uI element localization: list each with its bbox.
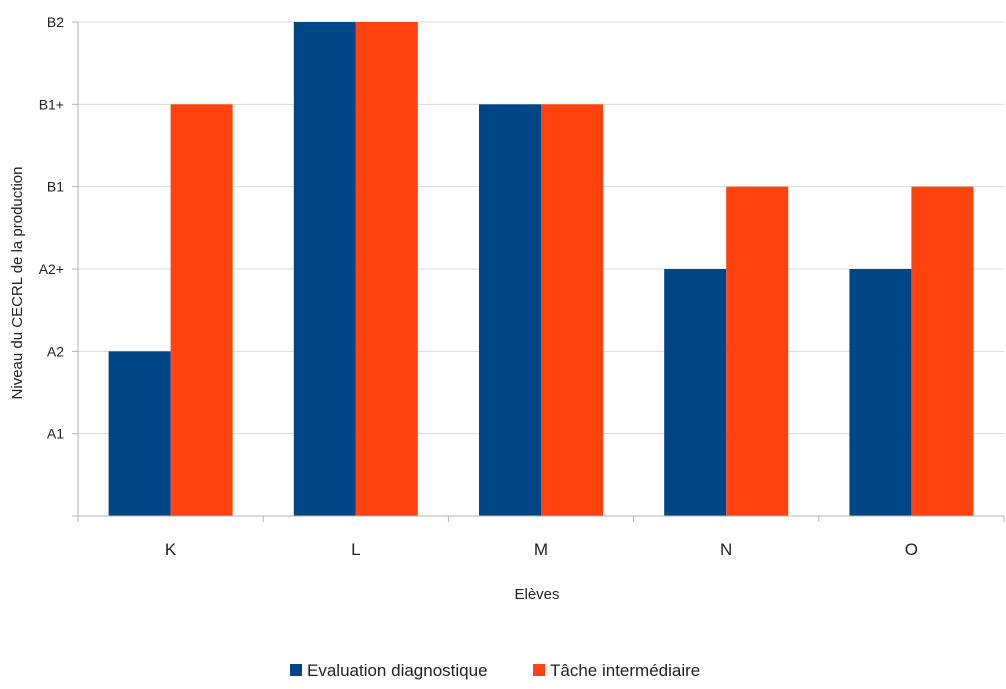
bar-N-series-2 (726, 186, 789, 516)
legend-label-evaluation-diagnostique: Evaluation diagnostique (307, 661, 488, 680)
bars (108, 22, 974, 516)
legend-swatch-tache-intermediaire (533, 664, 545, 676)
legend: Evaluation diagnostique Tâche intermédia… (290, 661, 700, 680)
bar-N-series-1 (664, 269, 727, 516)
bar-M-series-1 (479, 104, 541, 516)
y-tick-label: B1+ (39, 96, 64, 112)
x-tick-label: M (534, 540, 548, 559)
bar-O-series-1 (849, 269, 912, 516)
bar-O-series-2 (911, 186, 974, 516)
x-tick-label: L (351, 540, 360, 559)
y-tick-label: B2 (47, 14, 64, 30)
y-tick-label: A2+ (39, 261, 64, 277)
y-tick-label: A2 (47, 343, 64, 359)
x-tick-label: N (720, 540, 732, 559)
legend-label-tache-intermediaire: Tâche intermédiaire (550, 661, 700, 680)
y-axis-title: Niveau du CECRL de la production (9, 167, 26, 400)
bar-L-series-2 (355, 22, 418, 516)
x-tick-label: O (905, 540, 918, 559)
x-axis-title: Elèves (514, 586, 559, 603)
bar-K-series-2 (170, 104, 233, 516)
legend-swatch-evaluation-diagnostique (290, 664, 302, 676)
y-tick-label: A1 (47, 426, 64, 442)
bar-L-series-1 (293, 22, 356, 516)
y-tick-label: B1 (47, 179, 64, 195)
bar-K-series-1 (108, 351, 171, 516)
x-tick-labels: K L M N O (77, 516, 1005, 559)
y-tick-labels: A1 A2 A2+ B1 B1+ B2 (39, 14, 78, 517)
x-tick-label: K (165, 540, 177, 559)
bar-M-series-2 (541, 104, 603, 516)
